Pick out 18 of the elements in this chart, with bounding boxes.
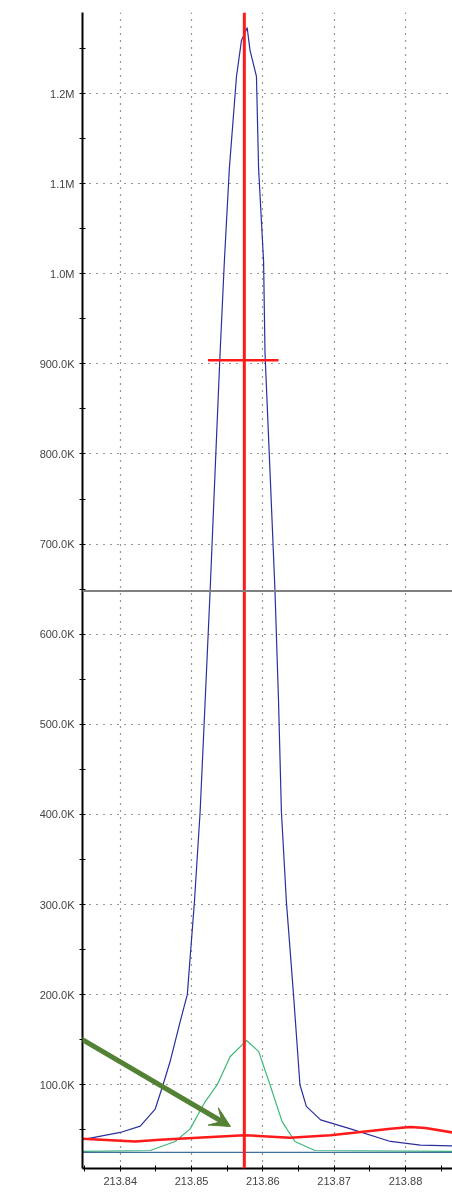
x-tick-label: 213.88	[388, 1174, 423, 1187]
y-tick-label: 300.0K	[39, 898, 76, 911]
x-tick-label: 213.86	[246, 1174, 280, 1187]
x-tick-label: 213.87	[317, 1174, 351, 1187]
y-tick-label: 1.1M	[50, 177, 75, 190]
y-tick-label: 100.0K	[39, 1078, 76, 1091]
y-tick-label: 500.0K	[39, 718, 76, 731]
y-tick-label: 200.0K	[39, 988, 76, 1001]
y-tick-label: 1.0M	[50, 267, 75, 280]
x-tick-label: 213.84	[103, 1174, 138, 1187]
y-tick-label: 900.0K	[39, 357, 76, 370]
y-tick-label: 800.0K	[39, 448, 76, 460]
y-tick-label: 700.0K	[39, 538, 76, 551]
line-series	[82, 1039, 452, 1152]
y-tick-label: 400.0K	[39, 808, 76, 821]
y-tick-label: 1.2M	[50, 87, 75, 100]
x-tick-label: 213.85	[174, 1174, 209, 1187]
y-tick-label: 600.0K	[39, 628, 76, 641]
